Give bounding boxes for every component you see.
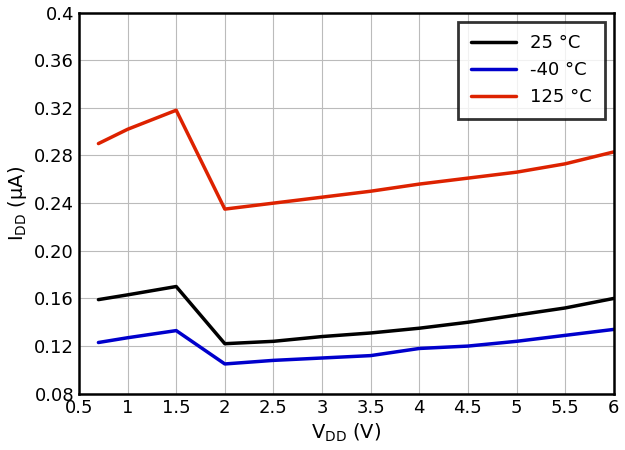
125 °C	[221, 207, 229, 212]
-40 °C	[464, 343, 472, 349]
Y-axis label: I$_\mathregular{DD}$ (μA): I$_\mathregular{DD}$ (μA)	[6, 166, 29, 241]
125 °C	[610, 149, 618, 155]
-40 °C	[610, 327, 618, 332]
-40 °C	[512, 338, 520, 344]
125 °C	[318, 194, 326, 200]
125 °C	[173, 108, 180, 113]
-40 °C	[173, 328, 180, 333]
-40 °C	[124, 335, 131, 341]
125 °C	[512, 170, 520, 175]
25 °C	[173, 284, 180, 289]
-40 °C	[561, 333, 569, 338]
Line: 125 °C: 125 °C	[98, 110, 614, 209]
25 °C	[367, 330, 374, 336]
25 °C	[270, 338, 278, 344]
25 °C	[512, 312, 520, 318]
X-axis label: V$_\mathregular{DD}$ (V): V$_\mathregular{DD}$ (V)	[311, 422, 381, 445]
-40 °C	[270, 358, 278, 363]
25 °C	[318, 334, 326, 339]
25 °C	[561, 305, 569, 310]
Legend: 25 °C, -40 °C, 125 °C: 25 °C, -40 °C, 125 °C	[458, 22, 605, 119]
125 °C	[270, 200, 278, 206]
125 °C	[416, 181, 423, 187]
-40 °C	[416, 346, 423, 351]
-40 °C	[221, 361, 229, 367]
-40 °C	[318, 356, 326, 361]
Line: 25 °C: 25 °C	[98, 287, 614, 344]
-40 °C	[94, 340, 102, 345]
25 °C	[221, 341, 229, 346]
25 °C	[124, 292, 131, 297]
Line: -40 °C: -40 °C	[98, 329, 614, 364]
25 °C	[94, 297, 102, 302]
125 °C	[94, 141, 102, 146]
125 °C	[561, 161, 569, 166]
25 °C	[610, 296, 618, 301]
125 °C	[464, 176, 472, 181]
125 °C	[124, 126, 131, 132]
125 °C	[367, 189, 374, 194]
-40 °C	[367, 353, 374, 358]
25 °C	[464, 320, 472, 325]
25 °C	[416, 325, 423, 331]
